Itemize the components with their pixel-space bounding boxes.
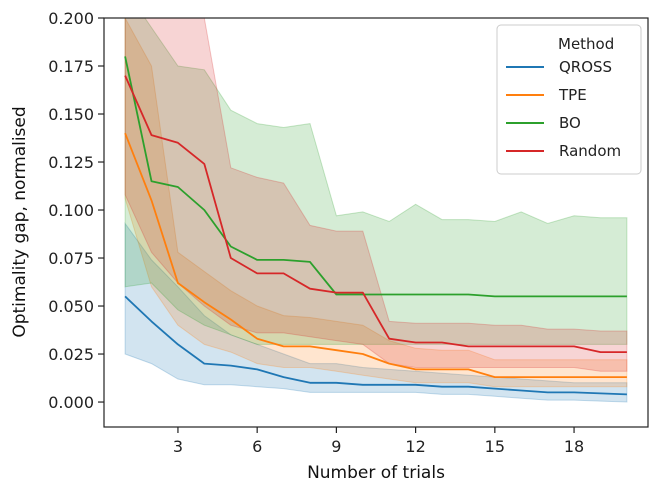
line-tpe bbox=[124, 132, 627, 379]
legend-label-bo: BO bbox=[559, 114, 581, 132]
x-axis-title: Number of trials bbox=[307, 463, 445, 483]
band-tpe bbox=[124, 18, 628, 388]
y-tick-label: 0.050 bbox=[48, 297, 94, 316]
series-lines bbox=[124, 56, 627, 396]
confidence-bands bbox=[124, 18, 628, 403]
y-axis-title: Optimality gap, normalised bbox=[10, 106, 30, 337]
y-tick-label: 0.000 bbox=[48, 393, 94, 412]
y-tick-label: 0.125 bbox=[48, 153, 94, 172]
legend-title: Method bbox=[558, 35, 614, 53]
band-random bbox=[124, 18, 628, 372]
x-tick-label: 3 bbox=[173, 437, 183, 456]
legend: Method QROSS TPE BO Random bbox=[496, 24, 642, 175]
y-tick-label: 0.100 bbox=[48, 201, 94, 220]
x-tick-label: 12 bbox=[405, 437, 425, 456]
legend-label-random: Random bbox=[559, 142, 621, 160]
line-bo bbox=[124, 56, 627, 298]
x-axis: 3 6 9 12 15 18 bbox=[173, 427, 584, 456]
y-tick-label: 0.200 bbox=[48, 9, 94, 28]
y-tick-label: 0.025 bbox=[48, 345, 94, 364]
plot-frame bbox=[103, 17, 649, 428]
y-axis: 0.000 0.025 0.050 0.075 0.100 0.125 0.150 0.175… bbox=[48, 9, 104, 412]
x-tick-label: 9 bbox=[331, 437, 341, 456]
x-tick-label: 15 bbox=[485, 437, 505, 456]
x-tick-label: 6 bbox=[252, 437, 262, 456]
y-tick-label: 0.175 bbox=[48, 57, 94, 76]
legend-box bbox=[496, 24, 642, 175]
legend-label-tpe: TPE bbox=[558, 86, 587, 104]
x-tick-label: 18 bbox=[564, 437, 584, 456]
y-tick-label: 0.150 bbox=[48, 105, 94, 124]
band-qross bbox=[124, 221, 628, 403]
line-qross bbox=[124, 295, 627, 396]
y-tick-label: 0.075 bbox=[48, 249, 94, 268]
legend-label-qross: QROSS bbox=[559, 58, 612, 76]
line-random bbox=[124, 75, 627, 354]
